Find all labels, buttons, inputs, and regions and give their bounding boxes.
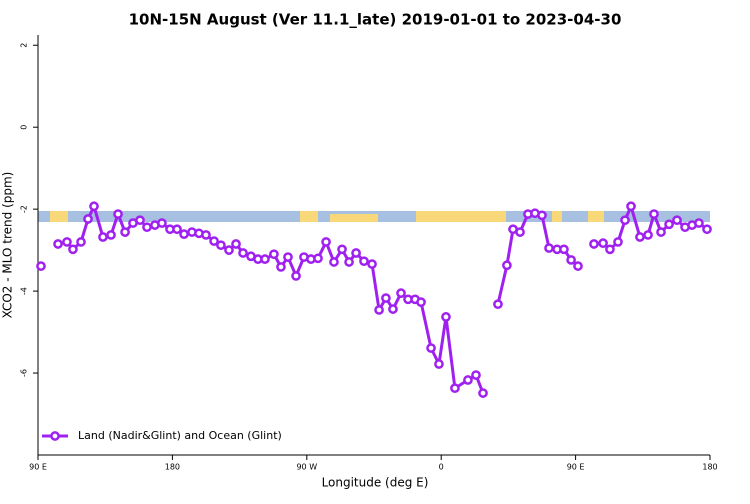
point: [98, 232, 108, 242]
point: [434, 359, 444, 369]
x-tick-label: 180: [702, 463, 717, 472]
point: [396, 288, 406, 298]
point: [231, 239, 241, 249]
point: [209, 236, 219, 246]
y-tick-label: -6: [20, 369, 29, 377]
point: [589, 239, 599, 249]
point: [416, 297, 426, 308]
point: [537, 210, 547, 221]
point: [337, 244, 347, 255]
x-tick-label: 0: [439, 463, 444, 472]
point: [106, 230, 116, 240]
point: [135, 215, 145, 226]
x-tick-label: 180: [165, 463, 180, 472]
y-tick-label: -4: [20, 287, 29, 295]
point: [559, 244, 569, 255]
point: [53, 239, 63, 249]
point: [388, 304, 398, 314]
point: [329, 257, 339, 267]
point: [426, 343, 436, 353]
point: [120, 227, 130, 237]
land-ocean-band: [38, 211, 710, 222]
point: [276, 262, 286, 272]
legend-label: Land (Nadir&Glint) and Ocean (Glint): [78, 429, 282, 442]
point: [321, 237, 331, 247]
point: [702, 224, 712, 235]
point: [157, 218, 167, 228]
point: [76, 237, 86, 247]
point: [224, 245, 234, 255]
x-axis-label: Longitude (deg E): [322, 476, 429, 490]
point: [656, 227, 666, 237]
point: [544, 243, 554, 253]
point: [493, 299, 503, 310]
point: [216, 240, 226, 251]
point: [649, 209, 659, 219]
point: [68, 244, 78, 255]
point: [463, 375, 473, 385]
point: [179, 229, 189, 239]
point: [573, 261, 583, 271]
y-tick-label: -2: [20, 205, 29, 213]
x-tick-label: 90 E: [567, 463, 585, 472]
point: [260, 254, 270, 264]
point: [238, 248, 248, 258]
point: [374, 305, 384, 315]
point: [381, 293, 391, 303]
point: [201, 230, 211, 240]
y-axis-label: XCO2 - MLO trend (ppm): [1, 172, 15, 319]
point: [613, 237, 623, 247]
point: [566, 255, 576, 265]
point: [626, 201, 636, 212]
point: [450, 383, 460, 394]
point: [269, 249, 279, 260]
point: [605, 244, 615, 255]
point: [367, 259, 377, 269]
point: [471, 370, 481, 380]
point: [313, 253, 323, 264]
chart-title: 10N-15N August (Ver 11.1_late) 2019-01-0…: [129, 11, 622, 29]
point: [351, 248, 361, 258]
point: [502, 260, 512, 271]
point: [515, 227, 525, 237]
point: [643, 230, 653, 240]
point: [89, 201, 99, 212]
point: [620, 215, 630, 226]
point: [672, 215, 682, 226]
point: [36, 261, 46, 271]
legend-marker: [50, 431, 60, 441]
x-tick-label: 90 E: [29, 463, 47, 472]
point: [344, 257, 354, 267]
point: [172, 224, 182, 235]
y-tick-label: 2: [20, 43, 29, 48]
point: [113, 209, 123, 219]
point: [478, 388, 488, 398]
point: [291, 271, 301, 281]
y-tick-label: 0: [20, 125, 29, 130]
point: [635, 232, 645, 242]
point: [664, 219, 674, 230]
point: [598, 238, 608, 249]
point: [441, 312, 451, 322]
point: [83, 214, 93, 224]
point: [359, 256, 369, 267]
point: [142, 222, 152, 233]
point: [283, 252, 293, 262]
x-tick-label: 90 W: [296, 463, 317, 472]
point: [62, 237, 72, 247]
point: [694, 218, 704, 228]
